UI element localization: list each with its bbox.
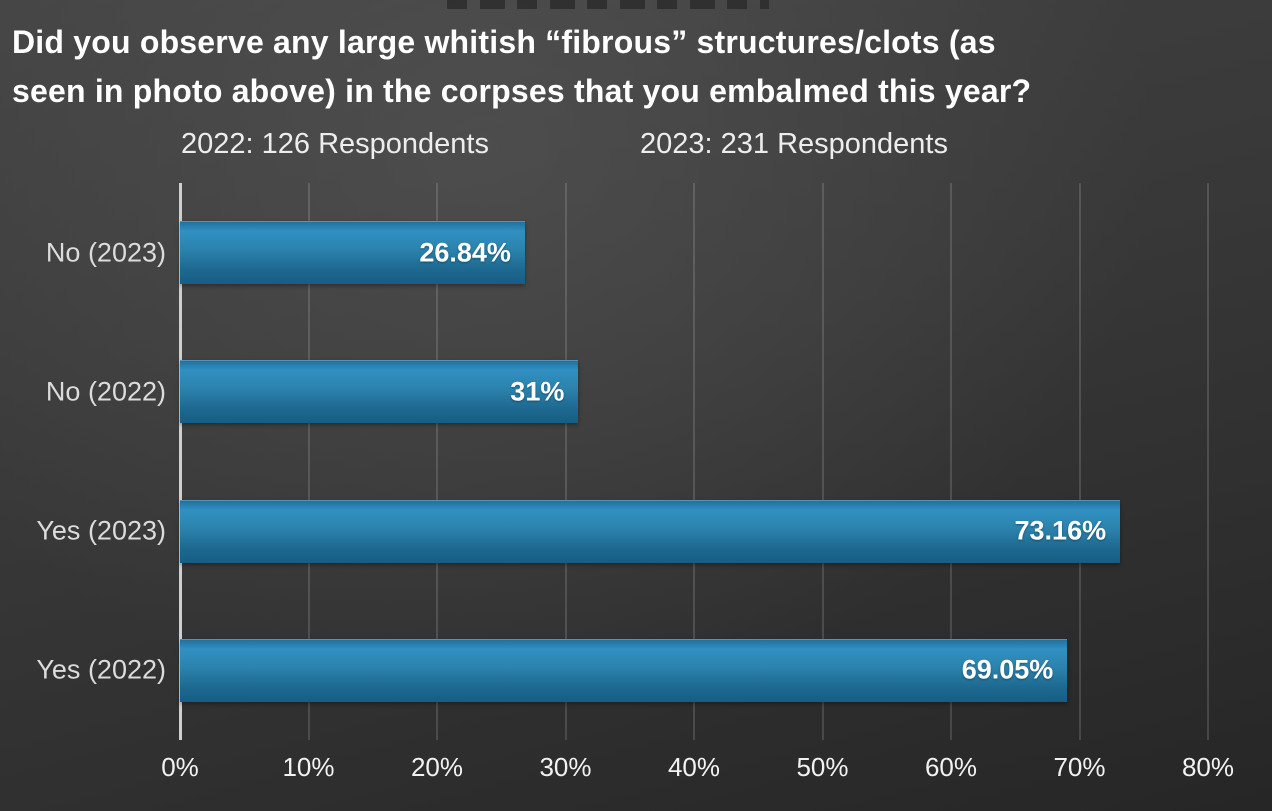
x-axis-tick-label: 80% (1181, 752, 1235, 782)
gridline-40 (693, 183, 695, 740)
bar-value-label: 69.05% (961, 654, 1054, 685)
chart-title-line-2: seen in photo above) in the corpses that… (12, 72, 1032, 109)
respondents-2023-label: 2023: 231 Respondents (640, 128, 948, 160)
gridline-60 (950, 183, 952, 740)
x-axis-tick-label: 40% (667, 752, 721, 782)
bar-yes-2023: 73.16% (180, 499, 1121, 563)
x-axis-tick-label: 30% (539, 752, 592, 782)
bar-value-label: 73.16% (1014, 515, 1107, 546)
category-label: No (2022) (45, 376, 166, 407)
x-axis-tick-label: 60% (924, 752, 978, 782)
plot-area: No (2023) 26.84% No (2022) 31% Yes (2023… (36, 183, 1209, 740)
respondents-2022-label: 2022: 126 Respondents (181, 128, 489, 160)
bar-no-2023: 26.84% (180, 221, 525, 285)
cropped-heading-fragment (447, 0, 769, 9)
gridline-10 (308, 183, 309, 740)
x-axis-tick-label: 50% (796, 752, 849, 782)
bar-no-2022: 31% (180, 360, 579, 424)
gridline-20 (436, 183, 438, 740)
bar-row-yes-2022: Yes (2022) 69.05% (36, 601, 1208, 740)
chart-title-line-1: Did you observe any large whitish “fibro… (12, 24, 996, 60)
x-axis: 0% 10% 20% 30% 40% 50% 60% 70% 80% (161, 752, 1234, 792)
x-axis-tick-label: 10% (282, 752, 335, 782)
bar-row-no-2023: No (2023) 26.84% (46, 183, 1208, 322)
gridline-30 (565, 183, 566, 740)
chart-title: Did you observe any large whitish “fibro… (12, 18, 1264, 115)
gridline-70 (1079, 183, 1080, 740)
x-axis-tick-label: 0% (161, 752, 199, 782)
bar-rows: No (2023) 26.84% No (2022) 31% Yes (2023… (36, 183, 1208, 740)
bar-yes-2022: 69.05% (180, 638, 1068, 702)
bar-row-no-2022: No (2022) 31% (46, 322, 1208, 461)
bar-value-label: 31% (510, 376, 565, 407)
y-axis-line (179, 183, 182, 740)
bar-value-label: 26.84% (419, 237, 511, 268)
category-label: Yes (2022) (36, 654, 166, 685)
gridline-50 (822, 183, 823, 740)
x-axis-tick-label: 70% (1053, 752, 1106, 782)
bar-row-yes-2023: Yes (2023) 73.16% (36, 462, 1208, 601)
x-axis-tick-label: 20% (410, 752, 464, 782)
gridline-80 (1207, 183, 1209, 740)
respondents-subtitle: 2022: 126 Respondents 2023: 231 Responde… (0, 128, 1272, 170)
category-label: No (2023) (45, 237, 166, 268)
category-label: Yes (2023) (36, 515, 166, 546)
